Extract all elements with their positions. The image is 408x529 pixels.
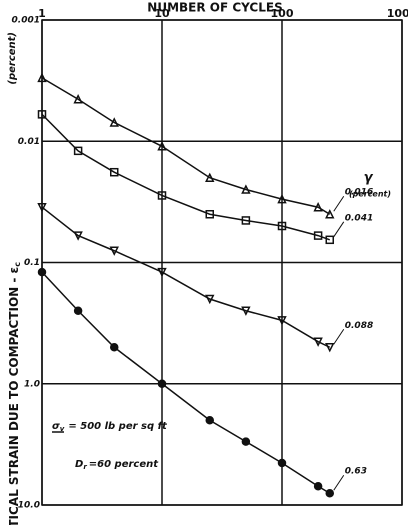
marker <box>73 306 83 316</box>
marker <box>109 343 119 352</box>
marker <box>73 231 83 241</box>
y-label-sub: c <box>13 262 22 267</box>
marker <box>37 110 47 119</box>
marker <box>325 488 335 498</box>
marker <box>157 267 167 278</box>
leader-line <box>333 474 345 491</box>
annotation-sub: v <box>60 425 65 433</box>
marker <box>325 343 335 353</box>
annotation: σv = 500 lb per sq ft <box>52 421 168 433</box>
series-line <box>41 113 331 241</box>
legend-title: γ <box>364 171 374 186</box>
marker <box>277 316 287 326</box>
y-label-main: VERTICAL STRAIN DUE TO COMPACTION - ε <box>7 267 21 525</box>
annotation-text: = 500 lb per sq ft <box>68 421 168 432</box>
annotation-d: D <box>75 459 83 470</box>
marker <box>241 437 251 446</box>
marker <box>37 267 47 277</box>
legend-label: 0.016 <box>345 188 373 198</box>
y-tick-label: 0.01 <box>18 137 40 147</box>
marker <box>241 184 251 194</box>
marker <box>205 172 215 182</box>
y-label-group: VERTICAL STRAIN DUE TO COMPACTION - εc (… <box>7 32 22 529</box>
marker <box>241 216 251 225</box>
annotation-sub: r <box>83 463 87 471</box>
marker <box>37 202 47 213</box>
marker <box>313 231 323 240</box>
marker <box>325 235 335 245</box>
x-tick-label: 100 <box>271 7 294 20</box>
series-line <box>41 206 331 348</box>
marker <box>73 146 83 156</box>
marker <box>277 458 287 468</box>
marker <box>73 94 83 104</box>
annotation: Dr =60 percent <box>75 459 159 471</box>
marker <box>277 193 287 204</box>
legend-label: 0.63 <box>345 467 367 477</box>
marker <box>157 379 167 388</box>
marker <box>157 141 167 151</box>
y-label: VERTICAL STRAIN DUE TO COMPACTION - εc <box>7 262 22 525</box>
y-tick-label: 1.0 <box>24 379 40 389</box>
leader-line <box>333 221 345 238</box>
marker <box>109 167 119 177</box>
marker <box>313 337 323 347</box>
marker <box>109 246 119 256</box>
marker <box>205 415 215 425</box>
x-tick-label: 10 <box>154 7 170 20</box>
y-tick-label: 10.0 <box>18 501 40 511</box>
legend-label: 0.088 <box>345 321 373 331</box>
marker <box>109 117 119 127</box>
y-tick-label: 0.1 <box>24 258 40 268</box>
y-label-unit: (percent) <box>7 32 18 85</box>
series-line <box>41 77 331 215</box>
marker <box>205 294 215 305</box>
marker <box>37 72 47 83</box>
marker <box>325 209 335 219</box>
chart-title: NUMBER OF CYCLES <box>147 1 282 15</box>
leader-line <box>333 195 345 212</box>
annotation-sigma: σ <box>52 421 60 432</box>
annotation-text: =60 percent <box>89 459 159 470</box>
marker <box>313 481 323 491</box>
marker <box>277 221 287 231</box>
marker <box>157 191 167 200</box>
legend-subtitle: (percent) <box>349 190 391 199</box>
marker <box>241 306 251 316</box>
marker <box>205 209 215 219</box>
legend-label: 0.041 <box>345 213 373 223</box>
x-tick-label: 1 <box>38 7 46 20</box>
marker <box>313 202 323 212</box>
y-tick-label: 0.001 <box>12 16 40 26</box>
leader-line <box>333 328 345 345</box>
